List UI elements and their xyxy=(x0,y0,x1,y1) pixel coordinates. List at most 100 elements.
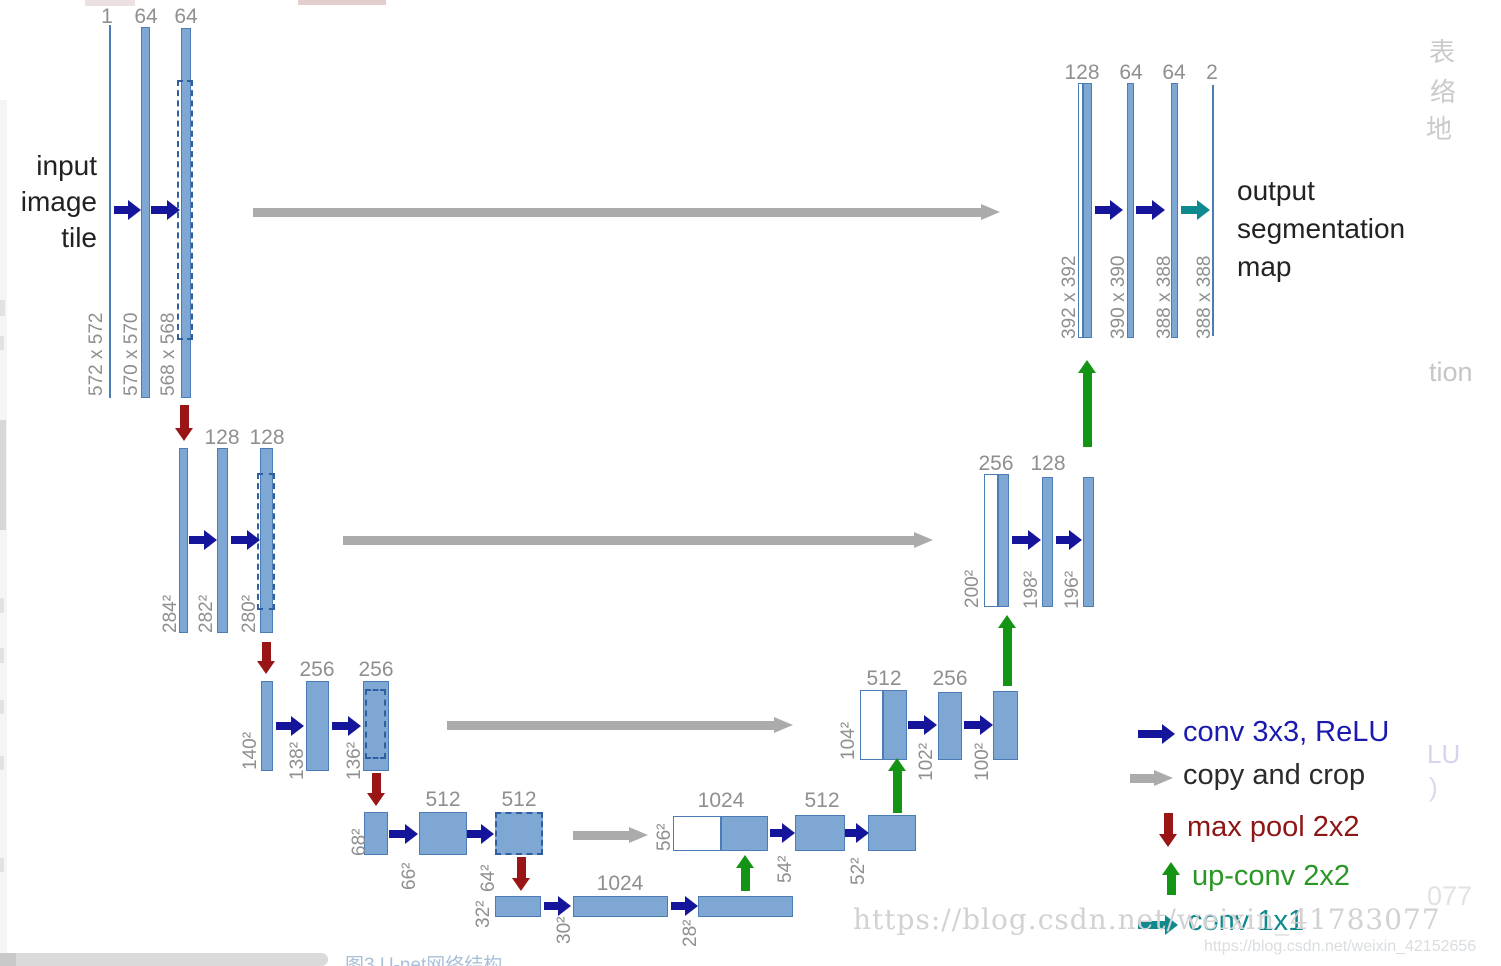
conv-arrow-l4-1-head xyxy=(405,824,418,844)
up-arrow-4 xyxy=(1077,360,1097,447)
conv-arrow-d4-2-shaft xyxy=(845,829,858,837)
up-arrow-1-shaft xyxy=(740,866,750,891)
enc2-bar2 xyxy=(217,448,228,633)
legend-conv-arrow xyxy=(1138,724,1175,744)
conv-arrow-d4-2-head xyxy=(856,823,869,843)
channel-count-label: 64 xyxy=(1162,61,1186,84)
conv-arrow-l1-2-shaft xyxy=(151,206,169,214)
legend-conv1-arrow-head xyxy=(1165,915,1178,935)
enc2-bar3 xyxy=(260,448,273,633)
copy-arrow-2 xyxy=(343,531,933,549)
up-arrow-3-shaft xyxy=(1002,626,1012,686)
input-label-line1: input xyxy=(36,150,97,181)
up-arrow-4-shaft xyxy=(1082,371,1092,447)
conv-arrow-out-1-head xyxy=(1110,200,1123,220)
ghost-char-1: 表 xyxy=(1429,37,1456,67)
dec3-bar3 xyxy=(993,691,1018,760)
out-bar3 xyxy=(1171,83,1178,338)
up-arrow-3-head xyxy=(997,615,1016,628)
legend-conv1x1-label: conv 1x1 xyxy=(1188,905,1305,937)
enc3-crop-region xyxy=(365,689,386,759)
conv-arrow-l5-2-head xyxy=(685,896,698,916)
output-label-line3: map xyxy=(1237,251,1292,282)
legend-copy-arrow xyxy=(1130,769,1173,787)
conv-arrow-l4-2-head xyxy=(481,824,494,844)
conv-arrow-d4-2 xyxy=(845,823,869,843)
bottleneck-bar1 xyxy=(495,896,541,917)
conv-arrow-d3-1-shaft xyxy=(908,721,926,729)
up-arrow-1-head xyxy=(735,855,754,868)
left-text-smudge xyxy=(0,700,4,714)
legend-conv1-arrow-shaft xyxy=(1138,921,1167,929)
pool-arrow-3 xyxy=(366,773,386,806)
channel-count-label: 128 xyxy=(1030,452,1066,475)
conv-arrow-d3-2-shaft xyxy=(964,721,982,729)
conv-arrow-l4-1-shaft xyxy=(389,830,407,838)
legend-conv-arrow-head xyxy=(1162,724,1175,744)
dec4-upconv-bar xyxy=(721,816,768,851)
conv-arrow-l2-2 xyxy=(231,530,260,550)
watermark-small: https://blog.csdn.net/weixin_42152656 xyxy=(1204,938,1477,955)
channel-count-label: 256 xyxy=(299,658,335,681)
dimension-label: 30² xyxy=(554,916,575,944)
progress-bar-cap-artifact xyxy=(0,953,16,966)
copy-arrow-3-head xyxy=(774,716,793,733)
dimension-label: 54² xyxy=(775,855,796,883)
conv-arrow-l5-1 xyxy=(544,896,571,916)
dimension-label: 100² xyxy=(972,742,993,781)
channel-count-label: 512 xyxy=(866,667,902,690)
ghost-text-tion: tion xyxy=(1429,357,1473,387)
conv-arrow-d3-2 xyxy=(964,715,993,735)
dec4-copied-bar xyxy=(673,816,721,851)
channel-count-label: 128 xyxy=(249,426,285,449)
ghost-char-3: 地 xyxy=(1426,114,1453,144)
ghost-char-2: 络 xyxy=(1430,77,1457,107)
dimension-label: 280² xyxy=(239,594,260,633)
conv-arrow-l3-2 xyxy=(332,716,361,736)
enc3-bar2 xyxy=(306,681,329,771)
figure-caption: 图3 U-net网络结构 xyxy=(345,955,503,966)
out-bar2 xyxy=(1127,83,1134,338)
left-text-smudge xyxy=(0,336,4,350)
legend-up-arrow xyxy=(1161,862,1181,895)
pool-arrow-1 xyxy=(174,405,194,441)
dimension-label: 64² xyxy=(478,864,499,892)
conv-arrow-d4-1-shaft xyxy=(770,829,784,837)
channel-count-label: 512 xyxy=(425,788,461,811)
dimension-label: 104² xyxy=(838,721,859,760)
copy-arrow-1 xyxy=(253,203,1000,221)
dimension-label: 200² xyxy=(962,569,983,608)
conv-arrow-out-1-shaft xyxy=(1095,206,1112,214)
dimension-label: 388 x 388 xyxy=(1154,255,1175,339)
channel-count-label: 256 xyxy=(978,452,1014,475)
legend-pool-arrow xyxy=(1158,813,1178,847)
enc1-conv1-bar xyxy=(141,27,150,398)
dimension-label: 52² xyxy=(848,857,869,885)
enc1-input-bar xyxy=(109,25,111,398)
conv-arrow-l1-1-shaft xyxy=(114,206,130,214)
pool-arrow-1-head xyxy=(174,428,193,441)
conv-arrow-d2-2 xyxy=(1056,530,1082,550)
output-label-line2: segmentation xyxy=(1237,213,1406,244)
bottleneck-bar2 xyxy=(573,896,668,917)
conv-arrow-l1-1 xyxy=(114,200,141,220)
copy-arrow-4-head xyxy=(629,826,648,843)
channel-count-label: 2 xyxy=(1206,61,1218,84)
dec3-upconv-bar xyxy=(883,690,907,760)
dimension-label: 196² xyxy=(1062,570,1083,609)
conv-arrow-l3-1 xyxy=(276,716,304,736)
channel-count-label: 256 xyxy=(358,658,394,681)
legend-conv1-arrow xyxy=(1138,915,1178,935)
conv-arrow-out-2-head xyxy=(1152,200,1165,220)
channel-count-label: 512 xyxy=(501,788,537,811)
channel-count-label: 512 xyxy=(804,789,840,812)
conv-arrow-l2-1 xyxy=(189,530,217,550)
watermark-large: https://blog.csdn.net/weixin_41783077 xyxy=(853,903,1441,936)
legend-copycrop-label: copy and crop xyxy=(1183,759,1366,791)
channel-count-label: 1024 xyxy=(697,789,745,812)
dimension-label: 140² xyxy=(240,731,261,770)
dec2-copied-bar xyxy=(984,474,998,607)
legend-conv-arrow-shaft xyxy=(1138,730,1164,738)
dimension-label: 56² xyxy=(654,823,675,851)
pool-arrow-2-head xyxy=(256,661,275,674)
